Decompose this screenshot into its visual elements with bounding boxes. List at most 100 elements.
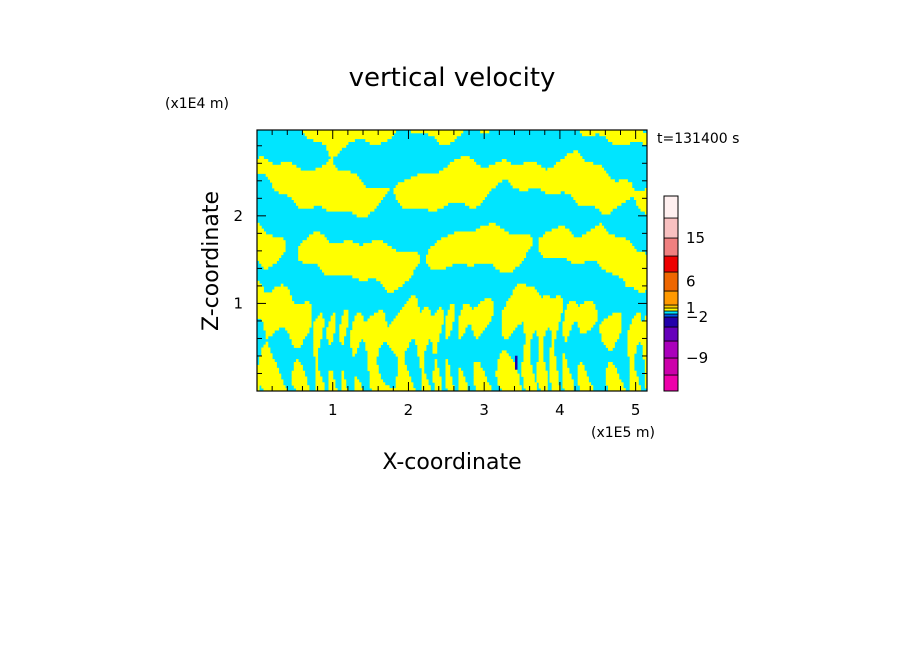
field-cell bbox=[380, 280, 405, 285]
field-cell bbox=[473, 373, 485, 377]
field-cell bbox=[627, 330, 647, 334]
field-cell bbox=[473, 379, 488, 383]
field-cell bbox=[584, 301, 594, 305]
field-cell bbox=[445, 362, 449, 366]
field-cell bbox=[612, 272, 647, 276]
field-cell bbox=[328, 370, 334, 374]
field-cell bbox=[369, 370, 379, 374]
field-cell bbox=[538, 359, 544, 363]
field-cell bbox=[326, 161, 334, 166]
field-cell bbox=[328, 150, 340, 154]
colorbar-tick-label: −2 bbox=[686, 308, 708, 326]
field-cell bbox=[642, 350, 647, 354]
field-cell bbox=[629, 376, 639, 380]
field-cell bbox=[257, 373, 282, 377]
field-cell bbox=[315, 379, 323, 383]
field-cell bbox=[523, 330, 535, 334]
field-cell bbox=[495, 373, 520, 377]
field-cell bbox=[523, 379, 535, 383]
field-cell bbox=[521, 367, 533, 372]
field-cell bbox=[391, 321, 444, 325]
field-cell bbox=[536, 373, 548, 377]
field-cell bbox=[397, 373, 410, 377]
field-cell bbox=[432, 350, 438, 354]
field-cell bbox=[356, 214, 368, 218]
field-cell bbox=[328, 382, 336, 386]
field-cell bbox=[257, 225, 262, 229]
field-cell bbox=[523, 353, 531, 357]
field-cell bbox=[599, 208, 613, 212]
field-cell bbox=[543, 295, 550, 299]
field-cell bbox=[367, 367, 379, 372]
field-cell bbox=[365, 138, 388, 142]
field-cell bbox=[341, 376, 345, 380]
field-cell bbox=[404, 304, 418, 308]
field-cell bbox=[350, 335, 440, 340]
field-cell bbox=[612, 312, 622, 316]
field-cell bbox=[549, 353, 555, 357]
colorbar-level bbox=[663, 326, 679, 342]
field-cell bbox=[644, 318, 647, 322]
field-cell bbox=[322, 164, 336, 169]
field-cell bbox=[326, 335, 334, 340]
field-cell bbox=[458, 373, 464, 377]
field-cell bbox=[473, 306, 494, 311]
field-cell bbox=[367, 350, 379, 354]
field-cell bbox=[562, 324, 572, 328]
field-cell bbox=[640, 341, 647, 345]
field-cell bbox=[577, 202, 622, 206]
field-cell bbox=[579, 130, 644, 134]
field-cell bbox=[330, 315, 336, 319]
field-cell bbox=[367, 364, 379, 369]
field-cell bbox=[601, 335, 620, 340]
colorbar-level bbox=[663, 374, 679, 392]
y-tick-label: 2 bbox=[233, 207, 243, 225]
field-cell bbox=[566, 153, 581, 157]
field-cell bbox=[562, 333, 570, 337]
field-cell bbox=[315, 359, 319, 363]
field-cell bbox=[263, 266, 269, 270]
field-cell bbox=[274, 286, 288, 290]
field-cell bbox=[497, 362, 516, 366]
field-cell bbox=[458, 376, 466, 380]
field-cell bbox=[551, 330, 557, 334]
field-cell bbox=[627, 341, 639, 345]
field-cell bbox=[562, 362, 568, 366]
field-cell bbox=[417, 347, 427, 351]
field-cell bbox=[313, 330, 323, 334]
field-cell bbox=[562, 370, 570, 374]
field-cell bbox=[421, 376, 427, 380]
field-cell bbox=[549, 350, 555, 354]
field-cell bbox=[473, 362, 481, 366]
field-cell bbox=[551, 335, 557, 340]
field-cell bbox=[421, 373, 427, 377]
field-cell bbox=[434, 362, 438, 366]
field-cell bbox=[289, 335, 306, 340]
field-cell bbox=[564, 335, 568, 340]
field-cell bbox=[302, 130, 397, 134]
field-cell bbox=[497, 376, 520, 380]
field-cell bbox=[551, 338, 555, 343]
field-cell bbox=[566, 304, 579, 308]
field-cell bbox=[618, 275, 647, 279]
field-cell bbox=[471, 327, 485, 331]
field-cell bbox=[328, 153, 338, 157]
field-cell bbox=[367, 356, 377, 360]
field-cell bbox=[419, 356, 425, 360]
field-cell bbox=[556, 295, 561, 299]
field-cell bbox=[640, 208, 647, 212]
field-cell bbox=[501, 321, 522, 325]
field-cell bbox=[625, 283, 647, 287]
field-cell bbox=[458, 388, 468, 391]
field-cell bbox=[315, 376, 323, 380]
field-cell bbox=[322, 205, 377, 209]
field-cell bbox=[298, 246, 392, 250]
field-cell bbox=[265, 341, 269, 345]
field-cell bbox=[447, 234, 531, 238]
field-cell bbox=[257, 376, 282, 380]
field-cell bbox=[536, 376, 548, 380]
field-cell bbox=[495, 266, 516, 270]
field-cell bbox=[410, 130, 464, 134]
field-cell bbox=[369, 373, 381, 377]
